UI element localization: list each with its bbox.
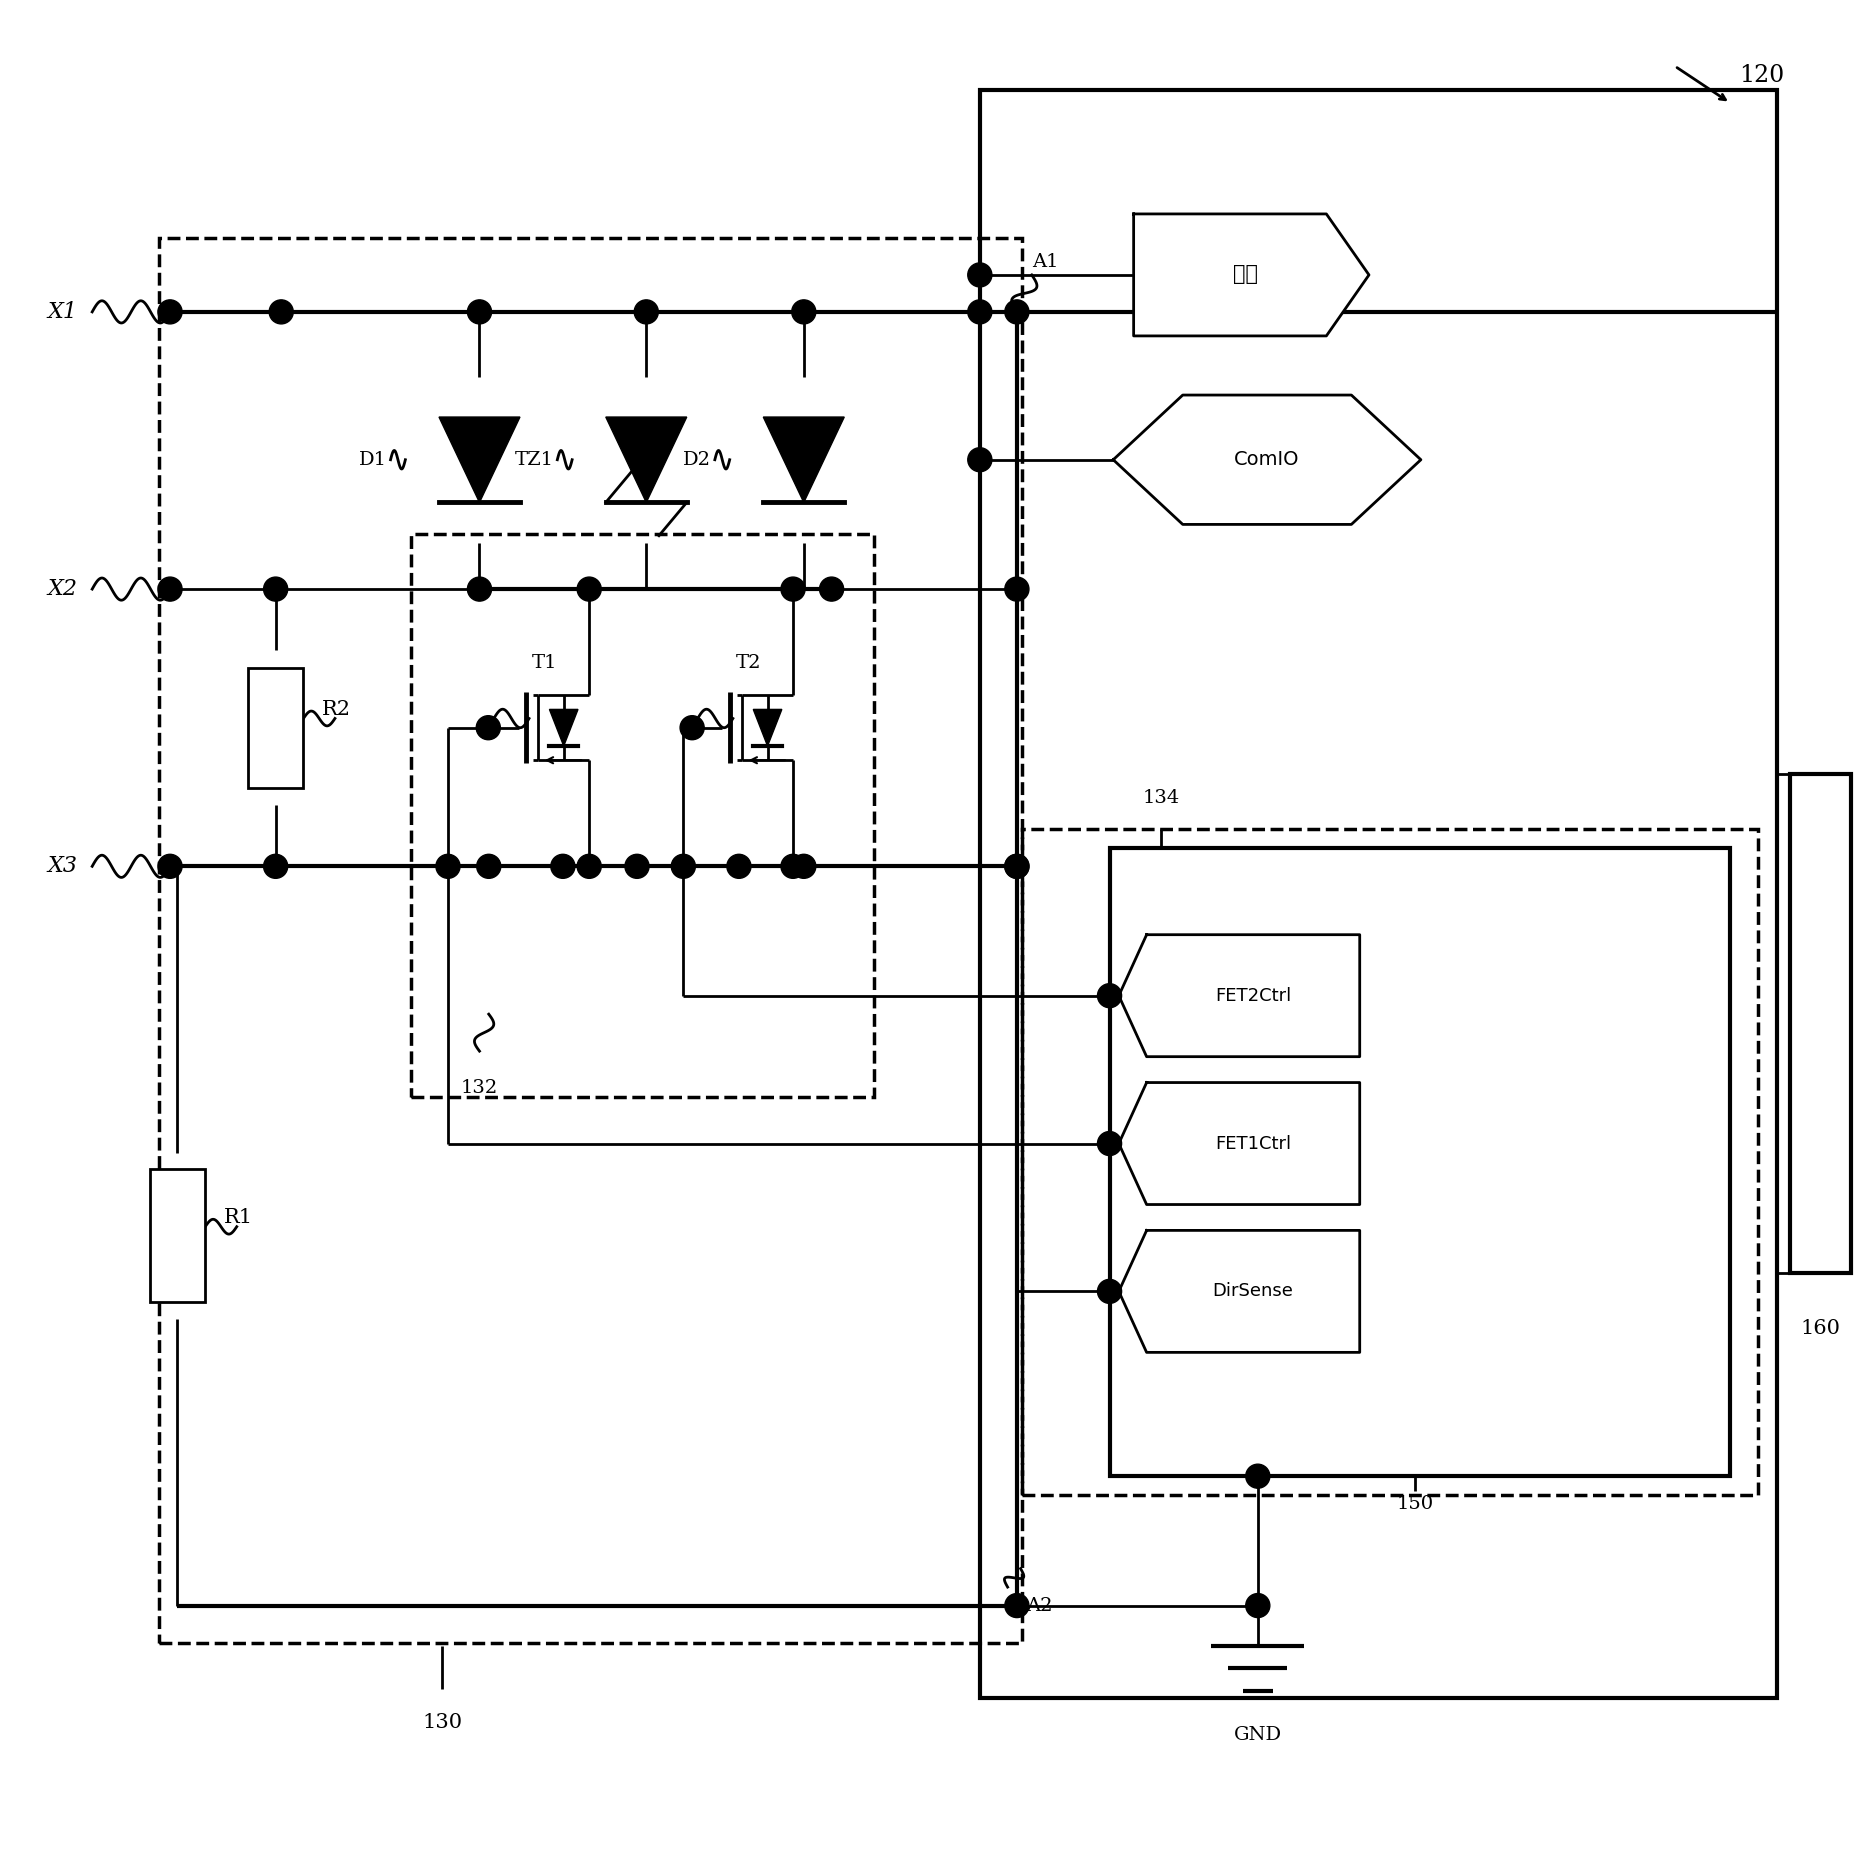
Circle shape — [159, 855, 183, 879]
Circle shape — [1004, 1594, 1029, 1618]
Text: 150: 150 — [1397, 1495, 1434, 1512]
Circle shape — [967, 447, 991, 471]
Text: TZ1: TZ1 — [515, 451, 554, 469]
Circle shape — [269, 300, 293, 324]
Circle shape — [263, 577, 288, 601]
Circle shape — [635, 300, 659, 324]
Text: ComIO: ComIO — [1234, 451, 1299, 469]
Circle shape — [1004, 855, 1029, 879]
Circle shape — [1245, 1594, 1270, 1618]
Text: R2: R2 — [321, 700, 351, 719]
Circle shape — [435, 855, 459, 879]
Polygon shape — [439, 417, 521, 503]
Circle shape — [1004, 855, 1029, 879]
Circle shape — [680, 715, 704, 739]
Text: 160: 160 — [1800, 1318, 1841, 1339]
Text: 130: 130 — [422, 1713, 463, 1732]
Polygon shape — [605, 417, 687, 503]
Bar — [248, 668, 304, 788]
Circle shape — [1245, 1464, 1270, 1488]
Circle shape — [467, 300, 491, 324]
Circle shape — [792, 300, 816, 324]
Text: FET1Ctrl: FET1Ctrl — [1215, 1134, 1292, 1153]
Circle shape — [1098, 983, 1122, 1007]
Circle shape — [792, 855, 816, 879]
Circle shape — [726, 855, 751, 879]
Text: X1: X1 — [47, 302, 78, 322]
Circle shape — [551, 855, 575, 879]
Circle shape — [1098, 1279, 1122, 1303]
Polygon shape — [1118, 1082, 1359, 1205]
Text: 134: 134 — [1143, 789, 1180, 806]
Bar — [149, 1169, 205, 1303]
Circle shape — [672, 855, 695, 879]
Text: 电源: 电源 — [1232, 266, 1258, 285]
Text: 132: 132 — [461, 1078, 498, 1097]
Polygon shape — [1113, 395, 1421, 525]
Circle shape — [780, 577, 805, 601]
Text: X2: X2 — [47, 577, 78, 600]
Circle shape — [476, 715, 500, 739]
Bar — [1023, 829, 1759, 1495]
Circle shape — [476, 855, 500, 879]
Text: R1: R1 — [224, 1208, 252, 1227]
Text: X3: X3 — [47, 855, 78, 877]
Polygon shape — [549, 709, 579, 747]
Circle shape — [1098, 1132, 1122, 1156]
Polygon shape — [764, 417, 844, 503]
Circle shape — [159, 300, 183, 324]
Circle shape — [625, 855, 650, 879]
Bar — [1109, 847, 1731, 1477]
Text: D1: D1 — [358, 451, 386, 469]
Circle shape — [780, 855, 805, 879]
Polygon shape — [1118, 935, 1359, 1056]
Text: A1: A1 — [1032, 253, 1059, 272]
Circle shape — [159, 577, 183, 601]
Circle shape — [577, 577, 601, 601]
Text: GND: GND — [1234, 1726, 1283, 1743]
Circle shape — [967, 300, 991, 324]
Polygon shape — [1118, 1231, 1359, 1352]
Polygon shape — [752, 709, 782, 747]
Bar — [1790, 775, 1850, 1274]
Polygon shape — [1133, 214, 1369, 335]
Circle shape — [467, 577, 491, 601]
Circle shape — [577, 855, 601, 879]
Text: T2: T2 — [736, 654, 762, 672]
Circle shape — [820, 577, 844, 601]
Circle shape — [967, 263, 991, 287]
Bar — [159, 238, 1023, 1642]
Text: 120: 120 — [1740, 63, 1785, 88]
Circle shape — [263, 855, 288, 879]
Bar — [980, 89, 1777, 1698]
Text: A2: A2 — [1027, 1596, 1053, 1614]
Bar — [411, 534, 874, 1097]
Text: D2: D2 — [683, 451, 711, 469]
Circle shape — [1004, 577, 1029, 601]
Circle shape — [1004, 300, 1029, 324]
Text: T1: T1 — [532, 654, 556, 672]
Text: DirSense: DirSense — [1214, 1283, 1294, 1300]
Text: FET2Ctrl: FET2Ctrl — [1215, 987, 1292, 1005]
